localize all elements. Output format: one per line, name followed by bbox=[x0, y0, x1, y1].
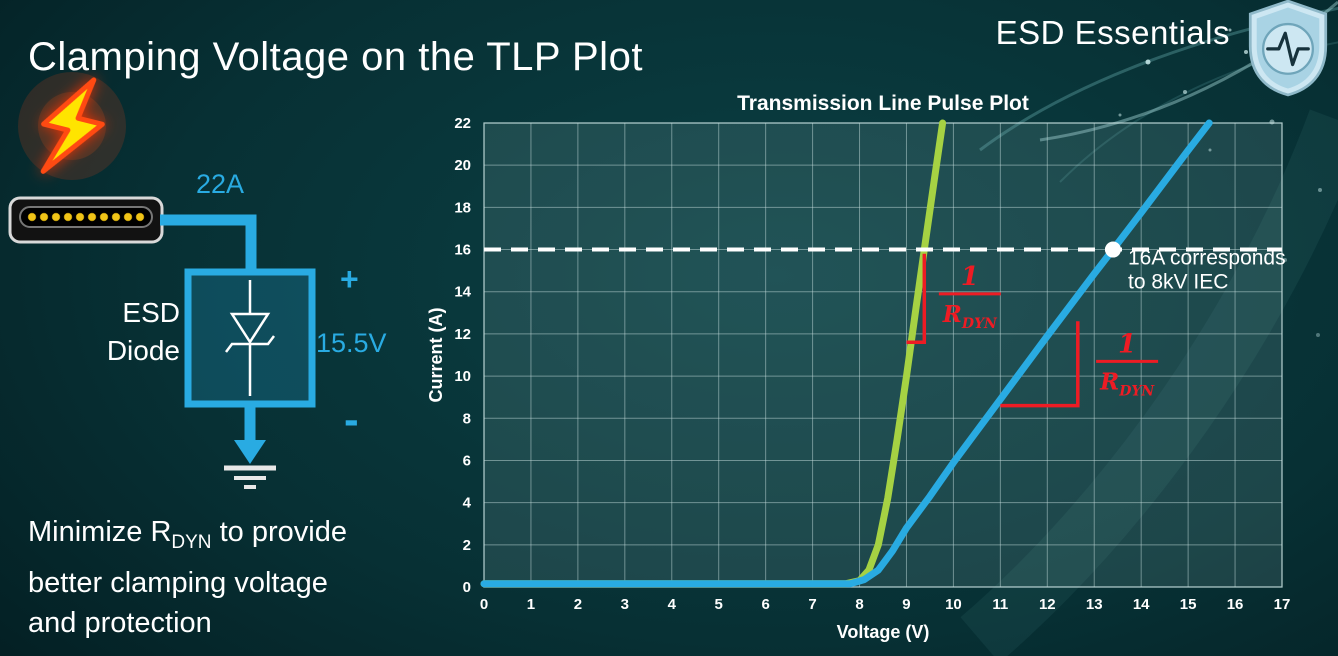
rdyn-fraction-denominator: RDYN bbox=[942, 301, 998, 332]
plot-area: 0 1 2 3 4 5 6 7 8 9 10 11 12 13 14 15 16 1702468101214161… bbox=[454, 115, 1290, 613]
y-tick-label: 4 bbox=[463, 495, 472, 512]
x-tick-label: 12 bbox=[1039, 596, 1056, 613]
x-tick-label: 4 bbox=[668, 596, 677, 613]
x-tick-label: 3 bbox=[621, 596, 629, 613]
y-tick-label: 18 bbox=[454, 199, 471, 216]
note-line2: better clamping voltage bbox=[28, 566, 328, 599]
x-tick-label: 15 bbox=[1180, 596, 1197, 613]
marker-label-line1: 16A corresponds bbox=[1128, 247, 1286, 270]
plot-border bbox=[483, 122, 1283, 588]
note-line1: Minimize RDYN to provide bbox=[28, 512, 347, 563]
takeaway-note: Minimize RDYN to provide better clamping… bbox=[28, 512, 347, 643]
esd-circuit-diagram: 22A ESD Diode + 15.5V - bbox=[8, 72, 387, 489]
note-line1-pre: Minimize R bbox=[28, 516, 172, 548]
y-tick-label: 22 bbox=[454, 115, 471, 132]
y-tick-label: 10 bbox=[454, 368, 471, 385]
rdyn-fraction-denominator: RDYN bbox=[1099, 368, 1155, 399]
y-tick-label: 12 bbox=[454, 326, 471, 343]
chart-title: Transmission Line Pulse Plot bbox=[737, 92, 1029, 115]
rdyn-fraction-numerator: 1 bbox=[961, 262, 979, 292]
y-tick-label: 20 bbox=[454, 157, 471, 174]
device-label-line1: ESD bbox=[122, 297, 180, 328]
clamp-voltage-label: 15.5V bbox=[316, 328, 387, 358]
x-tick-label: 17 bbox=[1274, 596, 1291, 613]
y-tick-label: 2 bbox=[463, 537, 471, 554]
marker-label-line2: to 8kV IEC bbox=[1128, 271, 1228, 294]
page-title: Clamping Voltage on the TLP Plot bbox=[28, 34, 643, 79]
rdyn-slope-indicator bbox=[1000, 321, 1080, 408]
x-tick-label: 8 bbox=[855, 596, 863, 613]
note-line1-post: to provide bbox=[211, 516, 347, 548]
x-tick-label: 9 bbox=[902, 596, 910, 613]
hdmi-connector-icon bbox=[8, 196, 164, 244]
y-tick-label: 0 bbox=[463, 579, 471, 596]
minus-sign: - bbox=[344, 395, 359, 444]
y-tick-label: 8 bbox=[463, 410, 471, 427]
rdyn-slope-indicator bbox=[906, 253, 927, 345]
x-tick-label: 2 bbox=[574, 596, 582, 613]
tlp-chart: Transmission Line Pulse Plot Voltage (V)… bbox=[426, 92, 1290, 642]
x-tick-label: 5 bbox=[715, 596, 723, 613]
y-tick-label: 6 bbox=[463, 452, 471, 469]
x-tick-label: 1 bbox=[527, 596, 535, 613]
x-tick-label: 6 bbox=[761, 596, 769, 613]
rdyn-fraction-numerator: 1 bbox=[1118, 329, 1136, 359]
brand-title: ESD Essentials bbox=[995, 14, 1230, 51]
y-tick-label: 16 bbox=[454, 242, 471, 259]
x-tick-label: 11 bbox=[992, 596, 1008, 613]
lightning-bolt-icon bbox=[40, 77, 105, 174]
pulse-icon bbox=[1266, 31, 1310, 67]
arrow-down-icon bbox=[234, 440, 266, 464]
x-axis-label: Voltage (V) bbox=[837, 622, 930, 642]
ground-symbol bbox=[224, 465, 276, 489]
device-label-line2: Diode bbox=[107, 335, 180, 366]
y-axis-label: Current (A) bbox=[426, 308, 446, 403]
x-tick-label: 0 bbox=[480, 596, 488, 613]
marker-dot-16A bbox=[1105, 241, 1122, 258]
surge-wire bbox=[160, 214, 257, 274]
y-tick-label: 14 bbox=[454, 284, 471, 301]
high-rdyn-blue-curve bbox=[480, 119, 1213, 588]
x-tick-label: 7 bbox=[808, 596, 816, 613]
x-tick-label: 13 bbox=[1086, 596, 1103, 613]
note-line3: and protection bbox=[28, 606, 212, 639]
x-tick-label: 14 bbox=[1133, 596, 1150, 613]
surge-current-label: 22A bbox=[196, 169, 244, 199]
zener-diode-symbol bbox=[225, 280, 275, 396]
esd-shield-logo bbox=[1248, 0, 1328, 97]
plus-sign: + bbox=[340, 261, 359, 297]
note-rdyn-subscript: DYN bbox=[171, 531, 212, 553]
x-tick-label: 16 bbox=[1227, 596, 1244, 613]
x-tick-label: 10 bbox=[945, 596, 962, 613]
